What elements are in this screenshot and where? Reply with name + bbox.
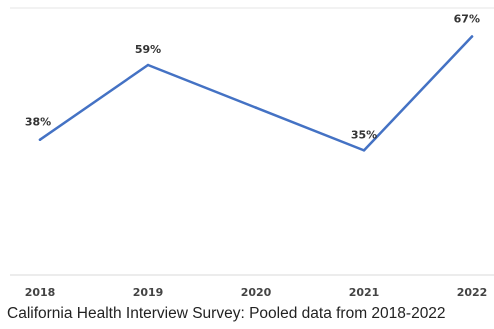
chart-caption: California Health Interview Survey: Pool…: [7, 305, 446, 322]
series-line: [38, 35, 474, 152]
data-label-2022: 67%: [454, 12, 480, 25]
x-tick-label-2022: 2022: [457, 286, 488, 299]
data-point-2018: [38, 138, 42, 141]
x-tick-label-2020: 2020: [241, 286, 272, 299]
x-tick-label-2021: 2021: [349, 286, 380, 299]
x-tick-label-2019: 2019: [133, 286, 164, 299]
data-label-2019: 59%: [135, 43, 161, 56]
data-point-2020: [254, 106, 258, 109]
data-point-2022: [470, 35, 474, 38]
x-tick-layer: 2018 2019 2020 2021 2022: [25, 286, 488, 299]
data-label-2021: 35%: [351, 128, 377, 141]
series-layer: [38, 35, 474, 152]
x-tick-label-2018: 2018: [25, 286, 56, 299]
data-label-2018: 38%: [25, 116, 51, 129]
data-point-2021: [362, 149, 366, 152]
data-point-2019: [146, 63, 150, 67]
data-label-layer: 38% 59% 35% 67%: [25, 12, 480, 141]
